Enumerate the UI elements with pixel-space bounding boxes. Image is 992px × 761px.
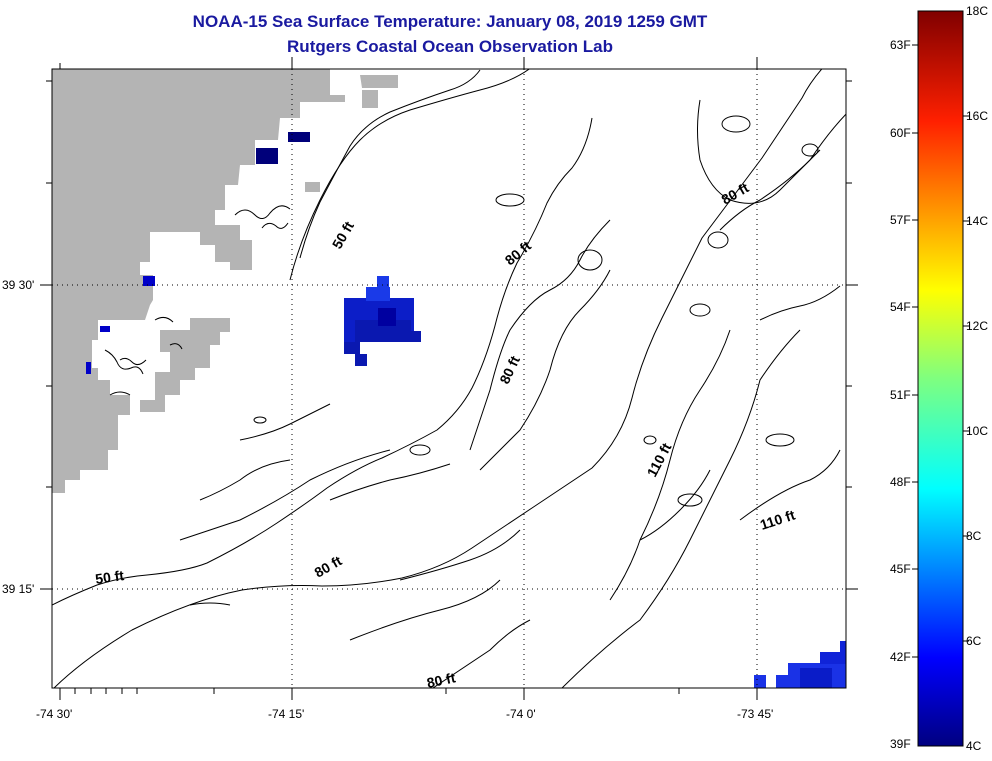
colorbar-c-label: 6C	[966, 634, 982, 648]
lon-tick-label: -73 45'	[737, 707, 773, 721]
colorbar-f-label: 45F	[890, 562, 911, 576]
lat-tick-label: 39 30'	[2, 278, 34, 292]
colorbar-f-label: 63F	[890, 38, 911, 52]
cold-water-patch	[344, 276, 421, 366]
land-mass	[52, 69, 330, 493]
bathymetry-contours	[52, 69, 846, 688]
land-islets	[305, 75, 398, 192]
colorbar-c-label: 10C	[966, 424, 989, 438]
lon-tick-label: -74 0'	[506, 707, 536, 721]
contour-label: 80 ft	[425, 669, 457, 691]
colorbar-f-label: 51F	[890, 388, 911, 402]
map-subtitle: Rutgers Coastal Ocean Observation Lab	[287, 37, 613, 56]
map-title: NOAA-15 Sea Surface Temperature: January…	[192, 12, 708, 31]
lon-tick-label: -74 15'	[268, 707, 304, 721]
colorbar-f-label: 42F	[890, 650, 911, 664]
colorbar-c-label: 4C	[966, 739, 982, 753]
land-peninsula	[140, 318, 230, 412]
graticule	[52, 69, 846, 688]
colorbar-c-label: 12C	[966, 319, 989, 333]
colorbar-f-label: 54F	[890, 300, 911, 314]
colorbar-c-label: 18C	[966, 4, 989, 18]
lat-tick-label: 39 15'	[2, 582, 34, 596]
contour-label: 50 ft	[94, 567, 125, 587]
colorbar-ticks	[912, 44, 969, 658]
axis-ticks	[40, 57, 858, 700]
lon-tick-label: -74 30'	[36, 707, 72, 721]
colorbar-f-label: 39F	[890, 737, 911, 751]
cold-coastal-pixels	[86, 132, 310, 374]
colorbar-c-label: 8C	[966, 529, 982, 543]
cold-corner-patch	[754, 641, 846, 688]
colorbar-f-label: 60F	[890, 126, 911, 140]
colorbar-c-label: 16C	[966, 109, 989, 123]
colorbar-c-label: 14C	[966, 214, 989, 228]
colorbar	[917, 10, 964, 747]
inlet-lines	[104, 205, 291, 396]
colorbar-f-label: 57F	[890, 213, 911, 227]
colorbar-f-label: 48F	[890, 475, 911, 489]
